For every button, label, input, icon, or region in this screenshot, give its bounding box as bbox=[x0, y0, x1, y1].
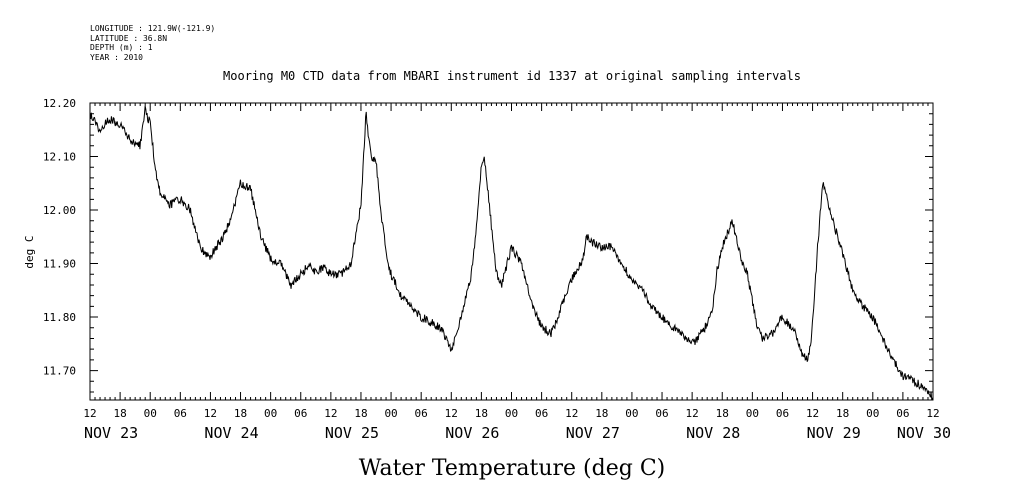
x-tick-labels: 12 18 00 06 12 18 00 06 12 18 00 06 12 18 00 06 12 18 00 06… bbox=[83, 407, 939, 420]
chart-title: Mooring M0 CTD data from MBARI instrumen… bbox=[223, 69, 801, 83]
x-tick-label: 00 bbox=[264, 407, 277, 420]
x-tick-label: 12 bbox=[565, 407, 578, 420]
x-tick-label: 00 bbox=[505, 407, 518, 420]
x-tick-label: 18 bbox=[475, 407, 488, 420]
meta-depth: DEPTH (m) : 1 bbox=[90, 43, 153, 52]
y-tick-label: 12.10 bbox=[43, 151, 76, 164]
y-tick-label: 12.20 bbox=[43, 97, 76, 110]
x-tick-label: 06 bbox=[655, 407, 668, 420]
x-tick-label: 18 bbox=[716, 407, 729, 420]
x-axis-label: Water Temperature (deg C) bbox=[359, 456, 666, 481]
y-tick-label: 11.70 bbox=[43, 365, 76, 378]
x-day-label: NOV 26 bbox=[445, 424, 499, 442]
y-tick-labels: 11.70 11.80 11.90 12.00 12.10 12.20 bbox=[43, 97, 76, 378]
x-tick-label: 12 bbox=[204, 407, 217, 420]
x-tick-label: 18 bbox=[595, 407, 608, 420]
y-tick-label: 11.80 bbox=[43, 311, 76, 324]
x-tick-label: 00 bbox=[746, 407, 759, 420]
x-tick-label: 18 bbox=[354, 407, 367, 420]
x-tick-label: 12 bbox=[686, 407, 699, 420]
plot-frame bbox=[89, 102, 934, 401]
x-tick-label: 06 bbox=[896, 407, 909, 420]
x-day-label: NOV 25 bbox=[325, 424, 379, 442]
x-tick-label: 12 bbox=[83, 407, 96, 420]
meta-year: YEAR : 2010 bbox=[90, 53, 143, 62]
x-tick-label: 00 bbox=[384, 407, 397, 420]
x-day-label: NOV 30 bbox=[897, 424, 951, 442]
x-day-label: NOV 29 bbox=[807, 424, 861, 442]
x-tick-label: 12 bbox=[806, 407, 819, 420]
x-day-label: NOV 24 bbox=[204, 424, 258, 442]
x-tick-label: 00 bbox=[625, 407, 638, 420]
x-tick-label: 18 bbox=[836, 407, 849, 420]
x-tick-label: 18 bbox=[113, 407, 126, 420]
x-tick-label: 12 bbox=[445, 407, 458, 420]
x-tick-label: 06 bbox=[535, 407, 548, 420]
x-tick-label: 00 bbox=[866, 407, 879, 420]
x-day-label: NOV 28 bbox=[686, 424, 740, 442]
x-tick-label: 18 bbox=[234, 407, 247, 420]
y-axis-label: deg C bbox=[23, 235, 36, 268]
x-tick-label: 06 bbox=[415, 407, 428, 420]
meta-longitude: LONGITUDE : 121.9W(-121.9) bbox=[90, 24, 215, 33]
x-tick-label: 12 bbox=[324, 407, 337, 420]
x-day-label: NOV 23 bbox=[84, 424, 138, 442]
x-tick-label: 06 bbox=[294, 407, 307, 420]
x-day-labels: NOV 23 NOV 24 NOV 25 NOV 26 NOV 27 NOV 28 NOV … bbox=[84, 424, 951, 442]
x-tick-label: 00 bbox=[144, 407, 157, 420]
meta-latitude: LATITUDE : 36.8N bbox=[90, 34, 167, 43]
y-tick-label: 11.90 bbox=[43, 258, 76, 271]
x-tick-label: 06 bbox=[776, 407, 789, 420]
x-day-label: NOV 27 bbox=[566, 424, 620, 442]
y-tick-label: 12.00 bbox=[43, 204, 76, 217]
x-tick-label: 06 bbox=[174, 407, 187, 420]
x-tick-label: 12 bbox=[926, 407, 939, 420]
axis-ticks bbox=[89, 102, 934, 400]
tick-marks bbox=[89, 102, 934, 400]
series-line bbox=[89, 105, 934, 400]
